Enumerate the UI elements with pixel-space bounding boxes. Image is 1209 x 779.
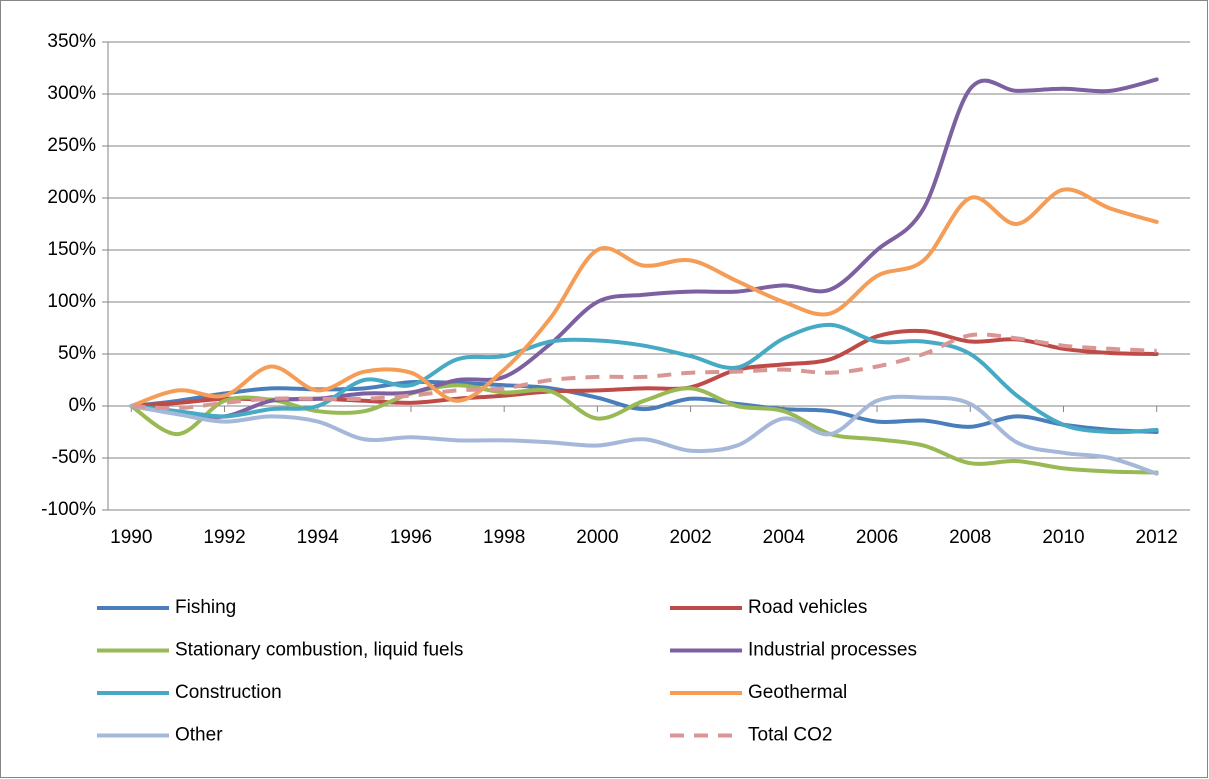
y-tick-label: 250%: [47, 135, 96, 156]
x-tick-label: 2000: [576, 527, 618, 548]
y-tick-label: 300%: [47, 83, 96, 104]
x-tick-label: 2012: [1136, 527, 1178, 548]
y-tick-label: 100%: [47, 291, 96, 312]
legend-label: Industrial processes: [748, 640, 917, 661]
x-tick-label: 1998: [483, 527, 525, 548]
x-tick-label: 1990: [110, 527, 152, 548]
legend-label: Stationary combustion, liquid fuels: [175, 640, 463, 661]
y-tick-label: 50%: [58, 343, 96, 364]
x-tick-label: 2008: [949, 527, 991, 548]
line-series: [131, 332, 1157, 411]
legend-label: Total CO2: [748, 725, 832, 746]
x-tick-label: 2010: [1042, 527, 1084, 548]
line-series: [129, 379, 1159, 434]
y-tick-label: 150%: [47, 239, 96, 260]
legend-label: Other: [175, 725, 223, 746]
x-tick-label: 1992: [203, 527, 245, 548]
legend-label: Fishing: [175, 597, 236, 618]
y-tick-label: 0%: [69, 395, 97, 416]
legend-label: Construction: [175, 682, 282, 703]
line-series: [129, 394, 1159, 476]
y-tick-label: -100%: [41, 499, 96, 520]
x-tick-label: 2006: [856, 527, 898, 548]
line-series: [129, 187, 1159, 408]
x-tick-label: 2002: [669, 527, 711, 548]
x-tick-label: 1994: [297, 527, 340, 548]
x-tick-label: 2004: [763, 527, 806, 548]
y-tick-label: 350%: [47, 31, 96, 52]
x-tick-label: 1996: [390, 527, 432, 548]
line-series: [129, 322, 1159, 435]
y-tick-label: 200%: [47, 187, 96, 208]
legend-label: Road vehicles: [748, 597, 867, 618]
y-tick-label: -50%: [52, 447, 96, 468]
legend-label: Geothermal: [748, 682, 847, 703]
